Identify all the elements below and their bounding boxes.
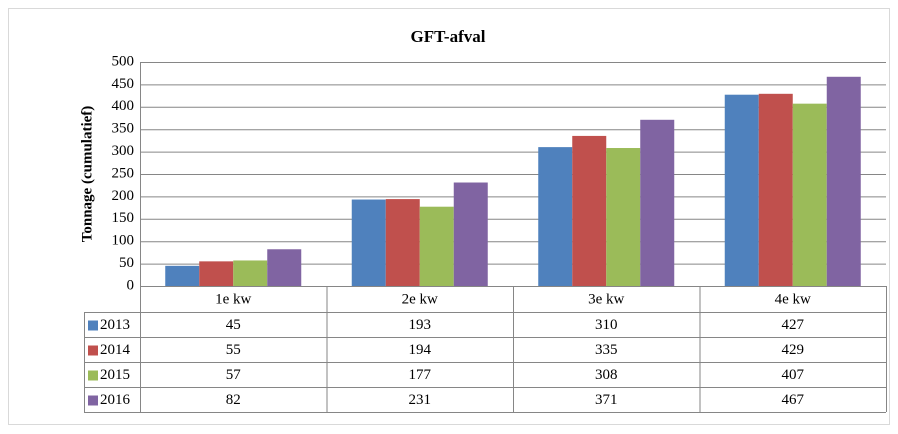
bar (606, 148, 641, 286)
bar (572, 135, 607, 286)
y-tick-label: 150 (112, 210, 135, 226)
legend-swatch (88, 320, 98, 331)
table-value: 308 (595, 367, 618, 383)
legend-swatch (88, 395, 98, 406)
bar (453, 182, 488, 286)
bar (165, 265, 200, 286)
y-tick-label: 300 (112, 143, 135, 159)
bar (640, 119, 675, 287)
bar (419, 206, 454, 286)
y-axis-label: Tonnage (cumulatief) (79, 106, 95, 243)
x-tick-label: 3e kw (588, 291, 624, 307)
y-tick-label: 450 (112, 76, 135, 92)
table-value: 467 (782, 392, 805, 408)
x-tick-label: 1e kw (215, 291, 251, 307)
legend-label: 2016 (100, 392, 131, 408)
table-value: 371 (595, 392, 618, 408)
bar (267, 249, 302, 286)
bar (385, 199, 420, 286)
y-tick-label: 0 (127, 277, 135, 293)
y-tick-label: 350 (112, 121, 135, 137)
table-value: 429 (782, 342, 805, 358)
table-value: 407 (782, 367, 805, 383)
legend-label: 2014 (100, 342, 131, 358)
table-value: 177 (409, 367, 432, 383)
legend-swatch (88, 345, 98, 356)
table-value: 310 (595, 317, 618, 333)
table-value: 55 (226, 342, 241, 358)
table-value: 427 (782, 317, 805, 333)
y-tick-label: 250 (112, 165, 135, 181)
table-value: 82 (226, 392, 241, 408)
chart-title: GFT-afval (411, 27, 486, 46)
bar (538, 147, 573, 286)
y-tick-label: 400 (112, 98, 135, 114)
legend-swatch (88, 370, 98, 381)
bar (758, 93, 793, 286)
bar (199, 261, 234, 286)
table-value: 193 (409, 317, 432, 333)
table-value: 194 (409, 342, 432, 358)
x-tick-label: 2e kw (402, 291, 438, 307)
table-value: 231 (409, 392, 432, 408)
bar (826, 76, 861, 286)
y-tick-label: 50 (119, 255, 134, 271)
y-tick-label: 100 (112, 233, 135, 249)
table-value: 335 (595, 342, 618, 358)
bar (233, 260, 268, 286)
x-tick-label: 4e kw (775, 291, 811, 307)
bar (724, 94, 759, 286)
legend-label: 2015 (100, 367, 130, 383)
bar (792, 103, 827, 286)
table-value: 45 (226, 317, 241, 333)
table-value: 57 (226, 367, 242, 383)
y-tick-label: 500 (112, 53, 135, 69)
bar (351, 199, 386, 286)
y-tick-label: 200 (112, 188, 135, 204)
legend-label: 2013 (100, 317, 130, 333)
